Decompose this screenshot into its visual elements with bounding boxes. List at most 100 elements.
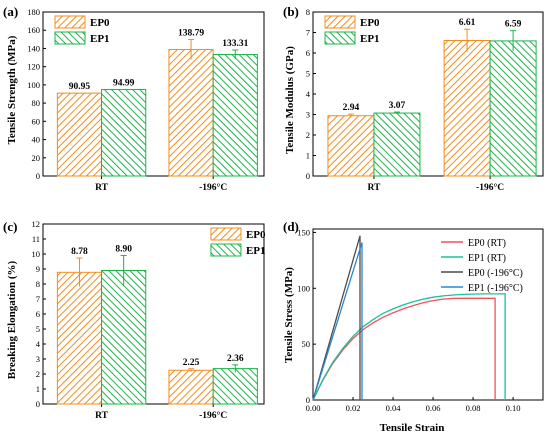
bar-b-ep1-0 bbox=[373, 112, 421, 177]
y-tick-label-c-0: 0 bbox=[36, 399, 40, 409]
y-tick-label-a-1: 20 bbox=[32, 153, 41, 163]
bar-a-ep1-1 bbox=[212, 54, 258, 177]
panel-label-d: (d) bbox=[283, 219, 299, 234]
legend-swatch-c-ep0 bbox=[210, 227, 242, 241]
data-label-c-ep0-0: 8.78 bbox=[71, 247, 88, 257]
x-axis-title-d: Tensile Strain bbox=[380, 422, 445, 434]
y-tick-label-c-4: 4 bbox=[36, 339, 41, 349]
legend-swatch-b-ep1 bbox=[324, 31, 356, 45]
data-label-b-ep1-0: 3.07 bbox=[389, 101, 406, 111]
y-tick-label-a-0: 0 bbox=[36, 171, 40, 181]
y-tick-label-b-7: 7 bbox=[306, 28, 310, 38]
bar-c-ep1-0 bbox=[101, 270, 147, 405]
x-tick-label-b-1: -196°C bbox=[476, 182, 504, 193]
data-label-a-ep1-1: 133.31 bbox=[222, 39, 248, 49]
bar-b-ep1-1 bbox=[489, 40, 537, 177]
x-tick-label-d-2: 0.04 bbox=[386, 403, 402, 413]
x-tick-label-b-0: RT bbox=[368, 183, 382, 193]
bar-c-ep0-1 bbox=[168, 369, 214, 405]
x-tick-label-d-4: 0.08 bbox=[466, 403, 481, 413]
y-axis-title-d: Tensile Stress (MPa) bbox=[283, 267, 295, 363]
legend-label-a-ep0: EP0 bbox=[90, 17, 110, 29]
legend-label-d-0: EP0 (RT) bbox=[468, 238, 506, 249]
y-tick-label-c-5: 5 bbox=[36, 324, 40, 334]
x-tick-label-c-1: -196°C bbox=[199, 410, 227, 421]
bar-c-ep0-0 bbox=[56, 271, 103, 405]
x-tick-label-c-0: RT bbox=[95, 411, 109, 421]
panel-b-tensile-modulus: (b) Tensile Modulus (GPa) 0 1 2 3 4 5 6 7 8 RT 2.9… bbox=[283, 4, 544, 193]
x-tick-label-a-1: -196°C bbox=[199, 182, 227, 193]
panel-d-stress-strain: (d) Tensile Stress (MPa) Tensile Strain … bbox=[283, 219, 544, 434]
data-label-a-ep0-1: 138.79 bbox=[178, 29, 204, 39]
y-axis-title-b: Tensile Modulus (GPa) bbox=[284, 46, 296, 154]
data-label-b-ep0-0: 2.94 bbox=[343, 103, 360, 113]
plot-frame-a bbox=[42, 11, 265, 177]
legend-label-d-1: EP1 (RT) bbox=[468, 253, 506, 264]
data-label-a-ep1-0: 94.99 bbox=[113, 78, 135, 88]
bar-b-ep0-0 bbox=[327, 115, 375, 177]
y-tick-label-c-3: 3 bbox=[36, 354, 40, 364]
panel-label-b: (b) bbox=[283, 4, 299, 19]
data-label-c-ep1-0: 8.90 bbox=[115, 245, 132, 255]
x-tick-label-d-5: 0.10 bbox=[506, 403, 521, 413]
panel-label-c: (c) bbox=[3, 219, 17, 234]
x-tick-label-d-3: 0.06 bbox=[426, 403, 441, 413]
y-tick-label-a-6: 120 bbox=[27, 62, 40, 72]
legend-label-d-2: EP0 (-196°C) bbox=[468, 268, 523, 279]
y-tick-label-b-6: 6 bbox=[306, 48, 310, 58]
y-tick-label-a-5: 100 bbox=[27, 80, 40, 90]
y-tick-label-b-5: 5 bbox=[306, 69, 310, 79]
panel-c-breaking-elongation: (c) Breaking Elongation (%) 012345678910… bbox=[3, 219, 266, 421]
y-tick-label-a-8: 160 bbox=[27, 25, 40, 35]
y-tick-label-c-7: 7 bbox=[36, 294, 40, 304]
y-tick-label-b-8: 8 bbox=[306, 7, 310, 17]
series-line-d-1 bbox=[312, 293, 506, 401]
y-tick-label-d-1: 50 bbox=[302, 339, 311, 349]
y-tick-label-b-3: 3 bbox=[306, 110, 310, 120]
data-label-b-ep1-1: 6.59 bbox=[505, 20, 522, 30]
data-label-c-ep0-1: 2.25 bbox=[183, 358, 200, 368]
y-tick-label-a-2: 40 bbox=[32, 135, 41, 145]
legend-label-c-ep1: EP1 bbox=[246, 245, 266, 257]
series-line-d-2 bbox=[312, 235, 361, 401]
panel-label-a: (a) bbox=[3, 4, 18, 19]
y-tick-label-c-10: 10 bbox=[32, 249, 41, 259]
x-tick-label-d-0: 0.00 bbox=[306, 403, 321, 413]
data-label-b-ep0-1: 6.61 bbox=[459, 18, 476, 28]
legend-swatch-c-ep1 bbox=[210, 243, 242, 257]
legend-label-d-3: EP1 (-196°C) bbox=[468, 283, 523, 294]
y-tick-label-d-3: 150 bbox=[297, 227, 310, 237]
legend-swatch-b-ep0 bbox=[324, 15, 356, 29]
legend-swatch-a-ep0 bbox=[54, 15, 86, 29]
y-tick-label-d-2: 100 bbox=[297, 283, 310, 293]
series-line-d-0 bbox=[312, 297, 496, 401]
y-tick-label-c-9: 9 bbox=[36, 264, 40, 274]
legend-swatch-a-ep1 bbox=[54, 31, 86, 45]
y-axis-title-c: Breaking Elongation (%) bbox=[6, 260, 18, 379]
y-tick-label-b-2: 2 bbox=[306, 130, 310, 140]
data-label-a-ep0-0: 90.95 bbox=[69, 82, 91, 92]
y-tick-label-c-11: 11 bbox=[32, 234, 40, 244]
legend-label-c-ep0: EP0 bbox=[246, 229, 266, 241]
y-axis-title-a: Tensile Strength (MPa) bbox=[6, 35, 18, 144]
data-label-c-ep1-1: 2.36 bbox=[227, 354, 244, 364]
legend-label-b-ep1: EP1 bbox=[360, 33, 380, 45]
y-tick-label-b-4: 4 bbox=[306, 89, 311, 99]
legend-label-a-ep1: EP1 bbox=[90, 33, 110, 45]
y-tick-label-c-8: 8 bbox=[36, 279, 40, 289]
y-tick-label-a-3: 60 bbox=[32, 116, 41, 126]
y-tick-label-a-7: 140 bbox=[27, 43, 40, 53]
x-tick-label-d-1: 0.02 bbox=[346, 403, 361, 413]
bar-a-ep0-1 bbox=[168, 49, 214, 177]
y-tick-label-b-0: 0 bbox=[306, 171, 310, 181]
y-tick-label-c-6: 6 bbox=[36, 309, 40, 319]
y-tick-label-a-4: 80 bbox=[32, 98, 41, 108]
series-line-d-3 bbox=[312, 242, 363, 401]
y-tick-label-c-2: 2 bbox=[36, 369, 40, 379]
bar-b-ep0-1 bbox=[443, 39, 491, 177]
y-tick-label-b-1: 1 bbox=[306, 151, 310, 161]
y-tick-label-d-0: 0 bbox=[306, 395, 310, 405]
panel-a-tensile-strength: (a) Tensile Strength (MPa) 0 20 40 60 80 100 1… bbox=[3, 4, 265, 193]
y-tick-label-a-9: 180 bbox=[27, 7, 40, 17]
